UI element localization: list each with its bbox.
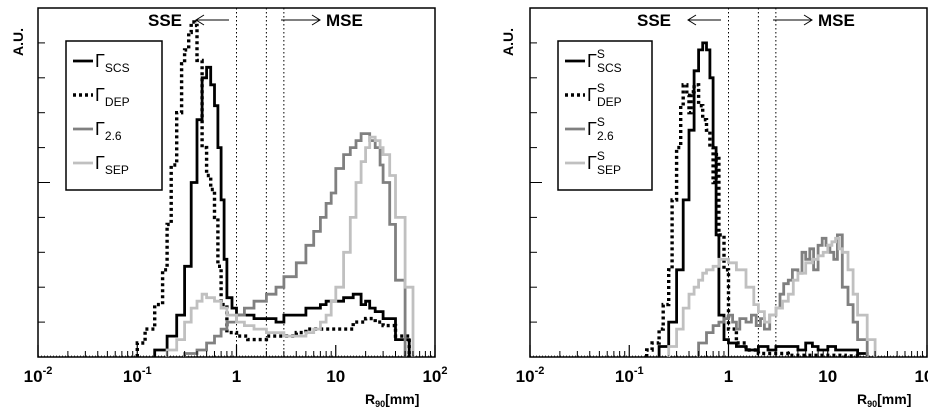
chart-1-legend-label-DEP: ΓDEP <box>95 85 130 109</box>
chart-2-x-tick-label: 10-2 <box>516 365 545 386</box>
svg-text:R90[mm]: R90[mm] <box>857 391 911 409</box>
chart-2-region-label-right: MSE <box>818 11 855 30</box>
chart-1-series-DEP <box>135 20 411 357</box>
chart-1-series-group <box>135 20 415 357</box>
chart-2-legend-label-SCS: ΓS SCS <box>587 47 622 75</box>
chart-1-xlabel-sub: 90 <box>375 399 385 409</box>
chart-2-legend: ΓS SCS ΓS DEP ΓS 2.6 ΓS SEP <box>557 40 653 191</box>
chart-1-region-label-right: MSE <box>326 11 363 30</box>
chart-1-x-tick-label: 102 <box>422 365 447 386</box>
chart-panel-1: A.U. SSE MSE 10-2 10-1 1 10 102 R90[mm] ΓSCS… <box>10 7 448 409</box>
chart-2-xlabel-main: R <box>857 391 867 407</box>
chart-1-x-tick-label: 1 <box>232 367 241 386</box>
chart-2-region-label-left: SSE <box>637 11 671 30</box>
chart-panel-2: A.U. SSE MSE 10-2 10-1 1 10 102 R90[mm] ΓSSC… <box>500 7 928 409</box>
chart-1-axis: 10-2 10-1 1 10 102 <box>24 7 448 386</box>
chart-2-legend-label-DEP: ΓS DEP <box>587 81 622 109</box>
chart-1-arrow-right <box>281 14 321 26</box>
chart-1-legend-label-SEP: ΓSEP <box>95 153 129 177</box>
chart-1-legend-label-2-6: Γ2.6 <box>95 119 122 143</box>
chart-1-legend-box <box>65 40 163 191</box>
svg-text:R90[mm]: R90[mm] <box>365 391 419 409</box>
chart-1-x-tick-label: 10-2 <box>24 365 53 386</box>
chart-1-series-SCS <box>153 65 411 357</box>
chart-1-region-label-left: SSE <box>148 11 182 30</box>
chart-2-axis: 10-2 10-1 1 10 102 <box>516 7 928 386</box>
chart-1-xlabel-unit: [mm] <box>385 391 419 407</box>
chart-2-series-SCS <box>657 41 869 357</box>
chart-2-xlabel-sub: 90 <box>867 399 877 409</box>
chart-1-legend: ΓSCS ΓDEP Γ2.6 ΓSEP <box>65 40 163 191</box>
chart-1-series-SEP <box>165 135 415 357</box>
chart-2-arrow-right <box>773 14 813 26</box>
chart-2-legend-box <box>557 40 653 191</box>
chart-2-x-tick-label: 10 <box>818 367 837 386</box>
chart-2-x-tick-label: 10-1 <box>615 365 644 386</box>
chart-1-xlabel-main: R <box>365 391 375 407</box>
chart-2-series-SEP <box>667 236 877 357</box>
chart-2-x-tick-label: 1 <box>724 367 733 386</box>
chart-2-x-tick-label: 102 <box>914 365 928 386</box>
chart-2-xlabel-unit: [mm] <box>877 391 911 407</box>
chart-1-legend-label-SCS: ΓSCS <box>95 51 130 75</box>
chart-2-legend-label-SEP: ΓS SEP <box>587 149 621 177</box>
chart-2-series-DEP <box>645 83 860 358</box>
chart-1-xlabel: R90[mm] <box>365 391 419 409</box>
chart-1-x-tick-label: 10 <box>326 367 345 386</box>
chart-1-x-tick-label: 10-1 <box>123 365 152 386</box>
chart-2-series-2-6 <box>697 233 869 357</box>
chart-1-series-2-6 <box>183 132 407 357</box>
chart-2-arrow-left <box>687 14 721 26</box>
chart-1-ylabel: A.U. <box>10 28 26 56</box>
chart-2-legend-label-2-6: ΓS 2.6 <box>587 115 614 143</box>
chart-2-ylabel: A.U. <box>500 28 516 56</box>
chart-2-xlabel: R90[mm] <box>857 391 911 409</box>
chart-1-arrow-left <box>195 14 229 26</box>
chart-2-series-group <box>645 41 877 358</box>
